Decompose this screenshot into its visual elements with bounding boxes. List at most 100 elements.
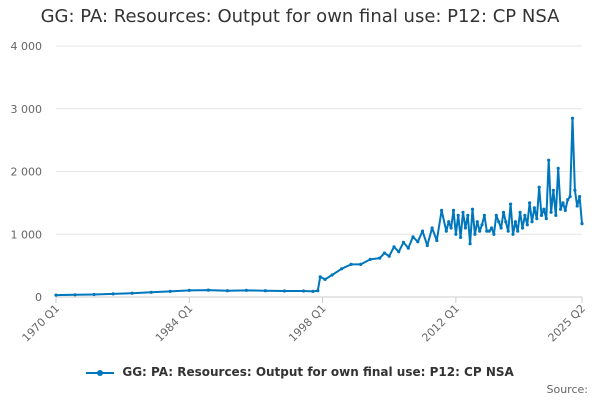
x-tick-label: 2012 Q1	[419, 302, 462, 345]
data-point	[542, 207, 546, 211]
data-point	[168, 289, 172, 293]
data-point	[539, 213, 544, 217]
y-axis-ticks: 0 1 000 2 000 3 000 4 000	[11, 40, 43, 304]
data-point	[392, 245, 396, 249]
data-point	[532, 206, 537, 210]
data-point	[73, 293, 77, 297]
data-point	[435, 238, 439, 243]
data-point	[578, 195, 582, 199]
data-point	[473, 232, 477, 236]
data-point	[449, 226, 453, 230]
data-point	[447, 220, 451, 224]
series-line	[55, 117, 583, 297]
data-point	[573, 188, 577, 192]
data-point	[225, 289, 229, 293]
data-point	[513, 220, 518, 224]
data-point	[561, 201, 565, 205]
data-point	[499, 226, 503, 230]
data-point	[130, 291, 134, 295]
data-point	[494, 213, 498, 217]
data-point	[444, 229, 448, 233]
data-point	[492, 232, 496, 236]
data-point	[463, 226, 467, 230]
data-point	[501, 210, 506, 214]
data-point	[518, 210, 522, 214]
data-point	[570, 116, 575, 120]
data-point	[149, 290, 153, 294]
data-point	[340, 267, 344, 271]
data-point	[425, 243, 429, 248]
data-point	[580, 222, 584, 226]
data-point	[506, 229, 510, 233]
data-point	[301, 289, 306, 293]
data-point	[559, 207, 563, 211]
data-point	[537, 185, 541, 189]
data-point	[416, 240, 420, 244]
x-axis-ticks: 1970 Q1 1984 Q1 1998 Q1 2012 Q1 2025 Q2	[20, 297, 589, 345]
data-point	[456, 213, 460, 217]
y-tick-label: 2 000	[11, 166, 43, 179]
data-point	[509, 202, 513, 206]
data-point	[554, 213, 558, 217]
data-point	[547, 158, 551, 162]
data-point	[575, 204, 579, 208]
data-point	[525, 223, 529, 227]
data-point	[411, 235, 415, 239]
data-point	[187, 288, 191, 292]
data-point	[382, 251, 387, 255]
data-point	[568, 195, 572, 199]
data-point	[482, 213, 486, 217]
data-point	[528, 201, 532, 205]
data-point	[544, 217, 548, 221]
data-point	[454, 232, 458, 236]
data-point	[368, 257, 372, 261]
data-point	[520, 226, 525, 230]
data-point	[556, 166, 560, 170]
data-point	[535, 217, 539, 221]
source-label: Source:	[546, 383, 589, 396]
data-point	[478, 229, 482, 233]
data-point	[523, 213, 527, 217]
data-point	[420, 229, 425, 233]
data-point	[485, 229, 489, 233]
x-tick-label: 1998 Q1	[286, 302, 329, 345]
data-point	[316, 289, 320, 293]
data-point	[378, 256, 382, 260]
data-point	[430, 226, 434, 230]
data-point	[282, 289, 287, 293]
data-point	[330, 273, 334, 277]
data-point	[490, 226, 494, 230]
data-point	[111, 292, 115, 296]
data-point	[504, 220, 508, 224]
data-point	[487, 229, 491, 233]
data-point	[516, 229, 520, 233]
x-tick-label: 2025 Q2	[546, 302, 589, 345]
x-tick-label: 1970 Q1	[20, 302, 63, 345]
data-point	[244, 288, 248, 292]
grid-lines	[56, 45, 582, 298]
data-point	[359, 262, 363, 266]
data-point	[401, 240, 406, 244]
data-point	[318, 275, 322, 279]
y-tick-label: 1 000	[11, 228, 43, 241]
data-point	[551, 188, 556, 192]
data-point	[497, 220, 501, 224]
data-point	[466, 213, 470, 217]
data-point	[461, 210, 465, 214]
data-point	[349, 262, 353, 266]
data-point	[468, 242, 472, 246]
data-point	[451, 208, 456, 212]
y-tick-label: 0	[35, 291, 42, 304]
legend[interactable]: GG: PA: Resources: Output for own final …	[0, 365, 600, 379]
data-point	[480, 223, 484, 227]
legend-line-marker-icon	[86, 367, 115, 379]
x-tick-label: 1984 Q1	[153, 302, 196, 345]
data-point	[397, 250, 401, 254]
y-tick-label: 4 000	[11, 40, 43, 53]
data-point	[406, 246, 410, 250]
data-point	[459, 235, 463, 239]
data-point	[387, 254, 391, 258]
data-point	[475, 220, 479, 224]
data-point	[470, 207, 475, 211]
